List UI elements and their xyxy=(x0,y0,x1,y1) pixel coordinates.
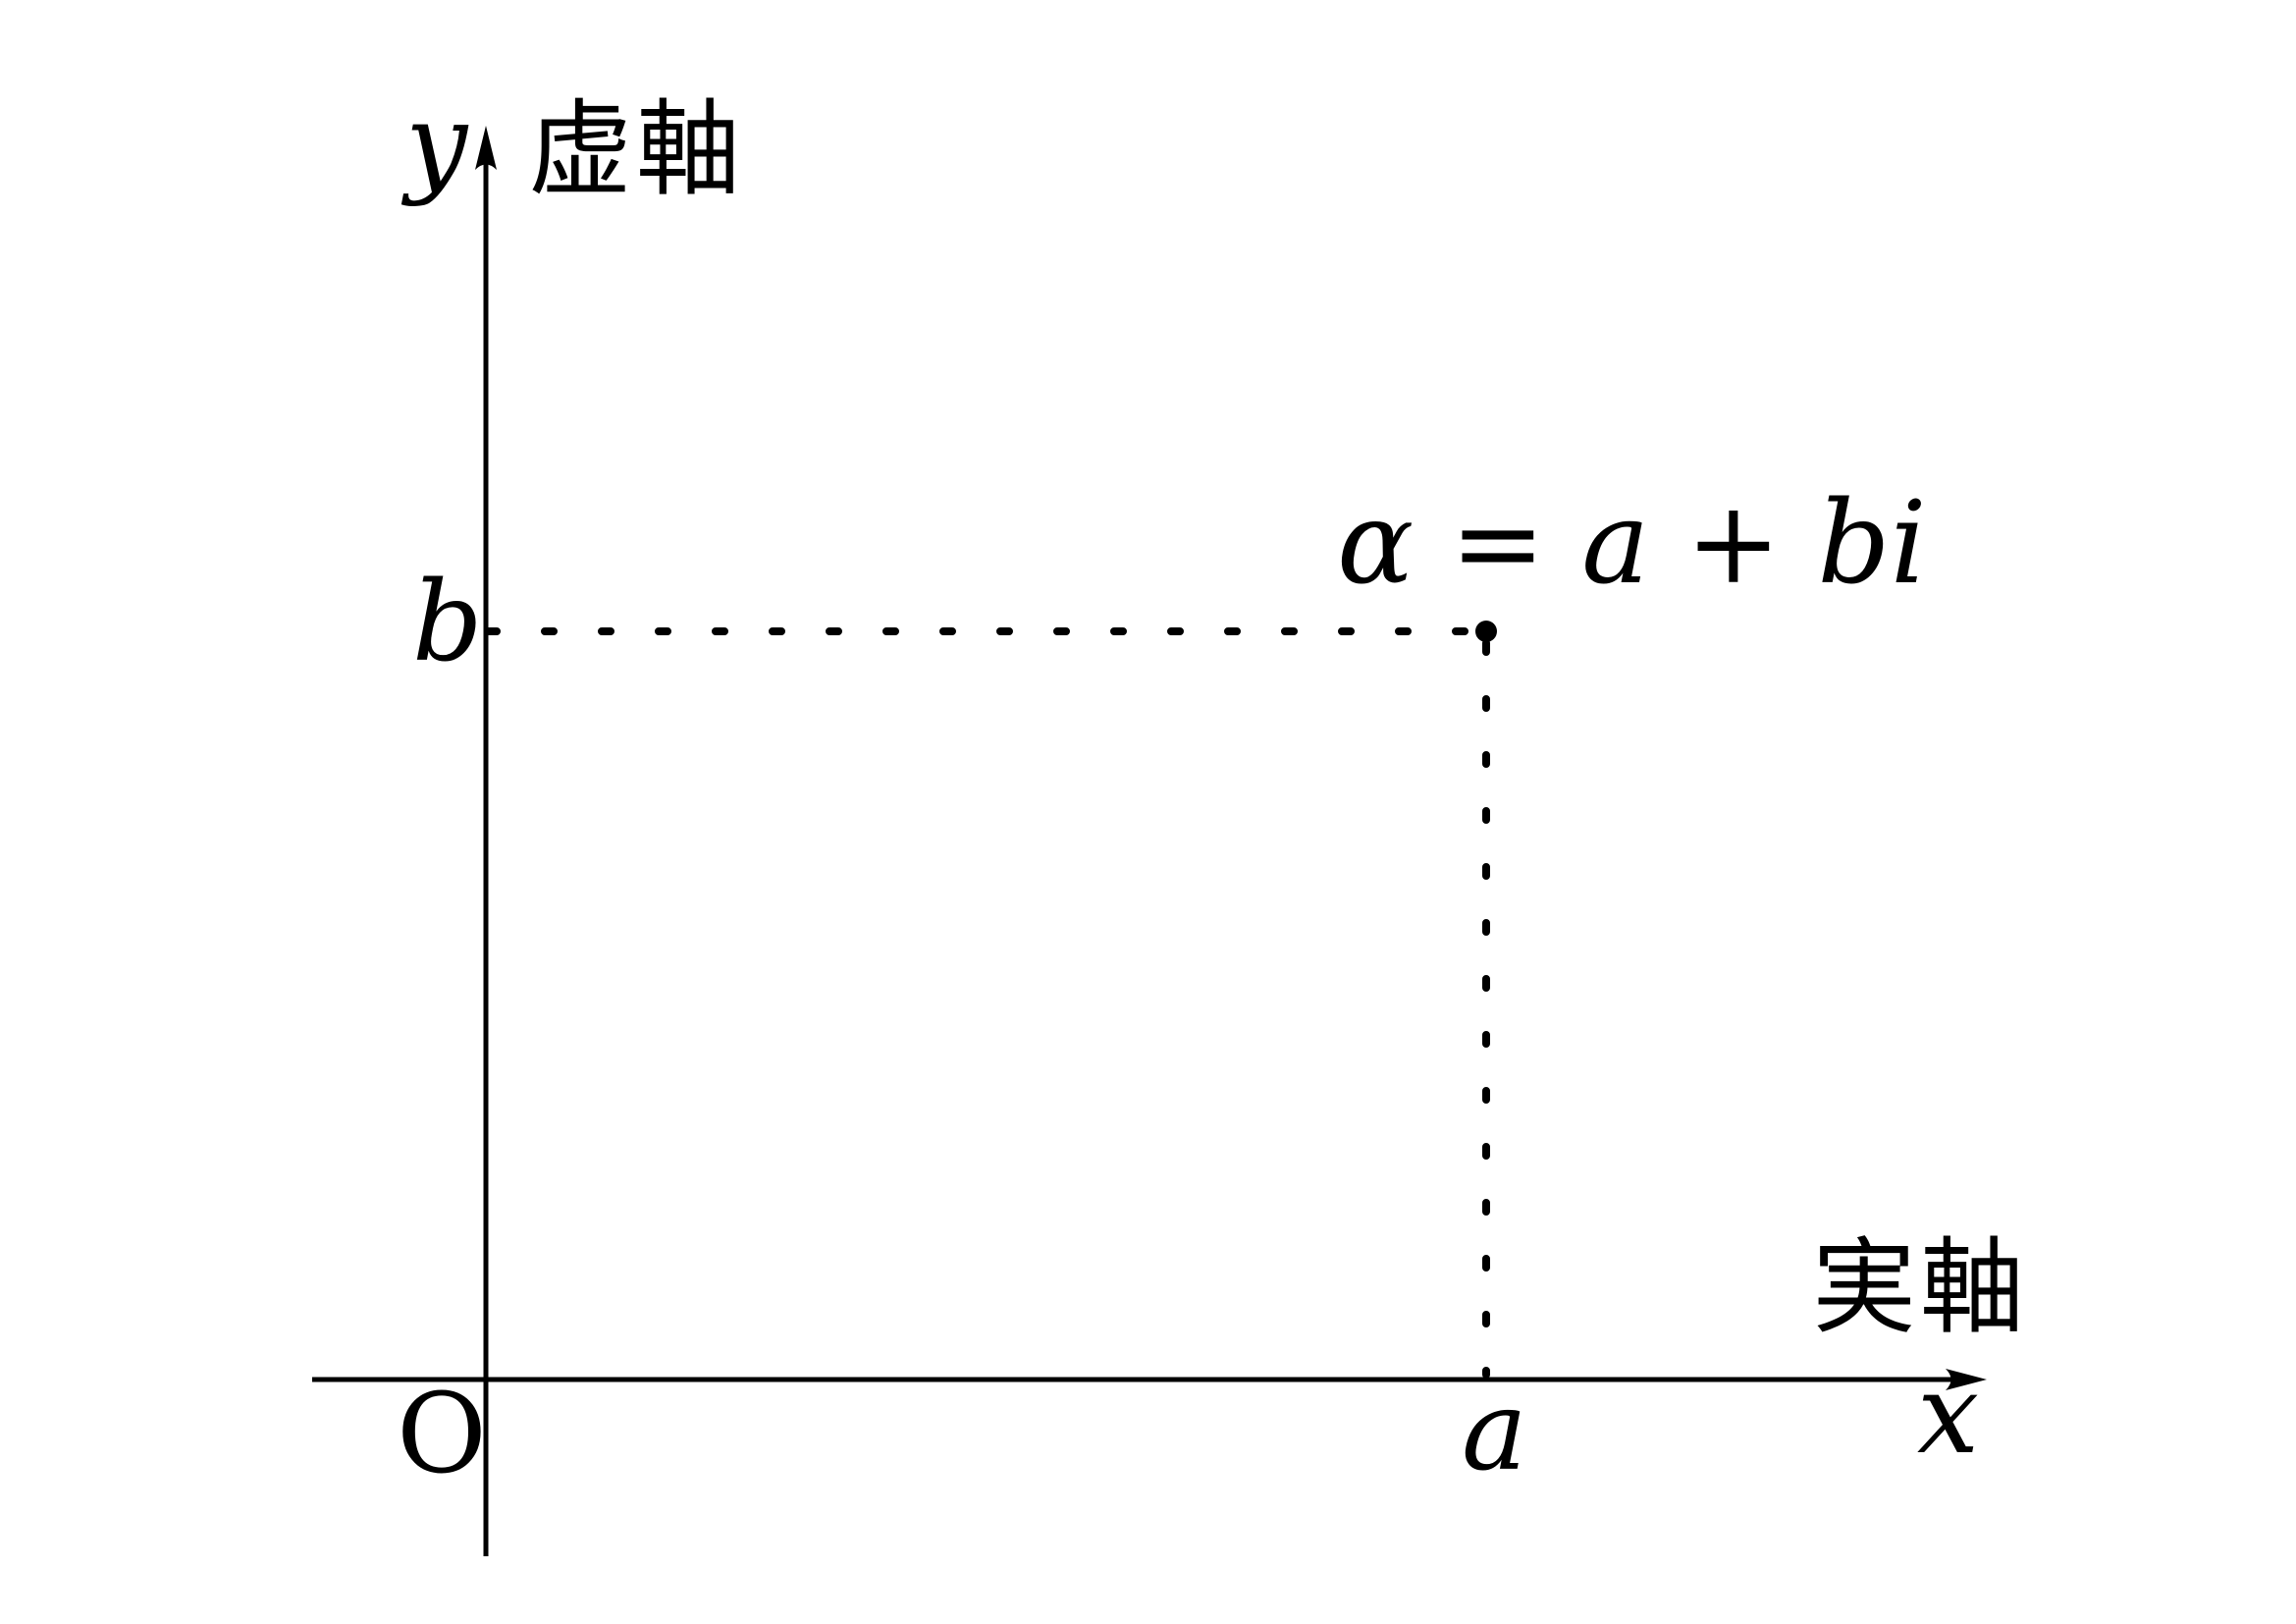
x-axis-label: x xyxy=(1917,1351,1980,1479)
origin-label: O xyxy=(397,1371,487,1498)
imaginary-axis-name: 虚軸 xyxy=(528,92,744,208)
x-axis-arrowhead-icon xyxy=(1946,1369,1987,1390)
point-ordinate-label: b xyxy=(412,559,483,686)
y-axis-label: y xyxy=(405,81,468,208)
point-abscissa-label: a xyxy=(1462,1368,1527,1495)
y-axis-arrowhead-icon xyxy=(475,126,497,170)
real-axis-name: 実軸 xyxy=(1812,1230,2028,1346)
point-alpha-dot xyxy=(1475,621,1497,642)
point-equation-label: α = a + bi xyxy=(1337,477,1927,610)
